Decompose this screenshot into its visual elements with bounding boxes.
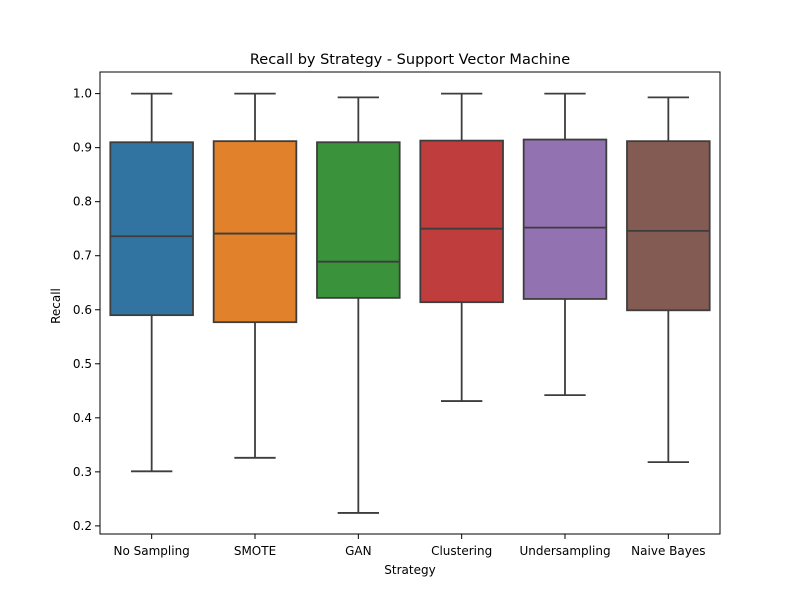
y-tick-label: 0.5 <box>73 357 92 371</box>
box-gan <box>316 141 401 299</box>
box-clustering <box>419 139 504 304</box>
plot-frame <box>99 71 721 535</box>
y-tick-label: 0.7 <box>73 249 92 263</box>
plot-area: 0.2 0.3 0.4 0.5 0.6 0.7 0.8 0.9 1.0 No Sampling SM… <box>73 71 721 558</box>
x-tick-label: Undersampling <box>519 544 610 558</box>
y-tick-label: 0.3 <box>73 465 92 479</box>
x-tick-label: No Sampling <box>114 544 190 558</box>
y-tick-label: 0.9 <box>73 141 92 155</box>
y-tick-label: 0.6 <box>73 303 92 317</box>
x-tick-label: Naive Bayes <box>631 544 705 558</box>
y-tick-label: 0.8 <box>73 195 92 209</box>
chart-title: Recall by Strategy - Support Vector Mach… <box>250 52 570 68</box>
box-no-sampling <box>109 141 194 317</box>
y-tick-label: 0.4 <box>73 411 92 425</box>
x-tick-label: SMOTE <box>234 544 276 558</box>
y-tick-label: 1.0 <box>73 87 92 101</box>
x-tick-label: Clustering <box>431 544 492 558</box>
y-tick-label: 0.2 <box>73 519 92 533</box>
y-axis-label: Recall <box>49 288 63 324</box>
x-axis-label: Strategy <box>384 563 435 577</box>
box-smote <box>212 140 298 324</box>
box-naive-bayes <box>626 140 711 312</box>
x-tick-label: GAN <box>345 544 371 558</box>
box-undersampling <box>522 138 608 300</box>
